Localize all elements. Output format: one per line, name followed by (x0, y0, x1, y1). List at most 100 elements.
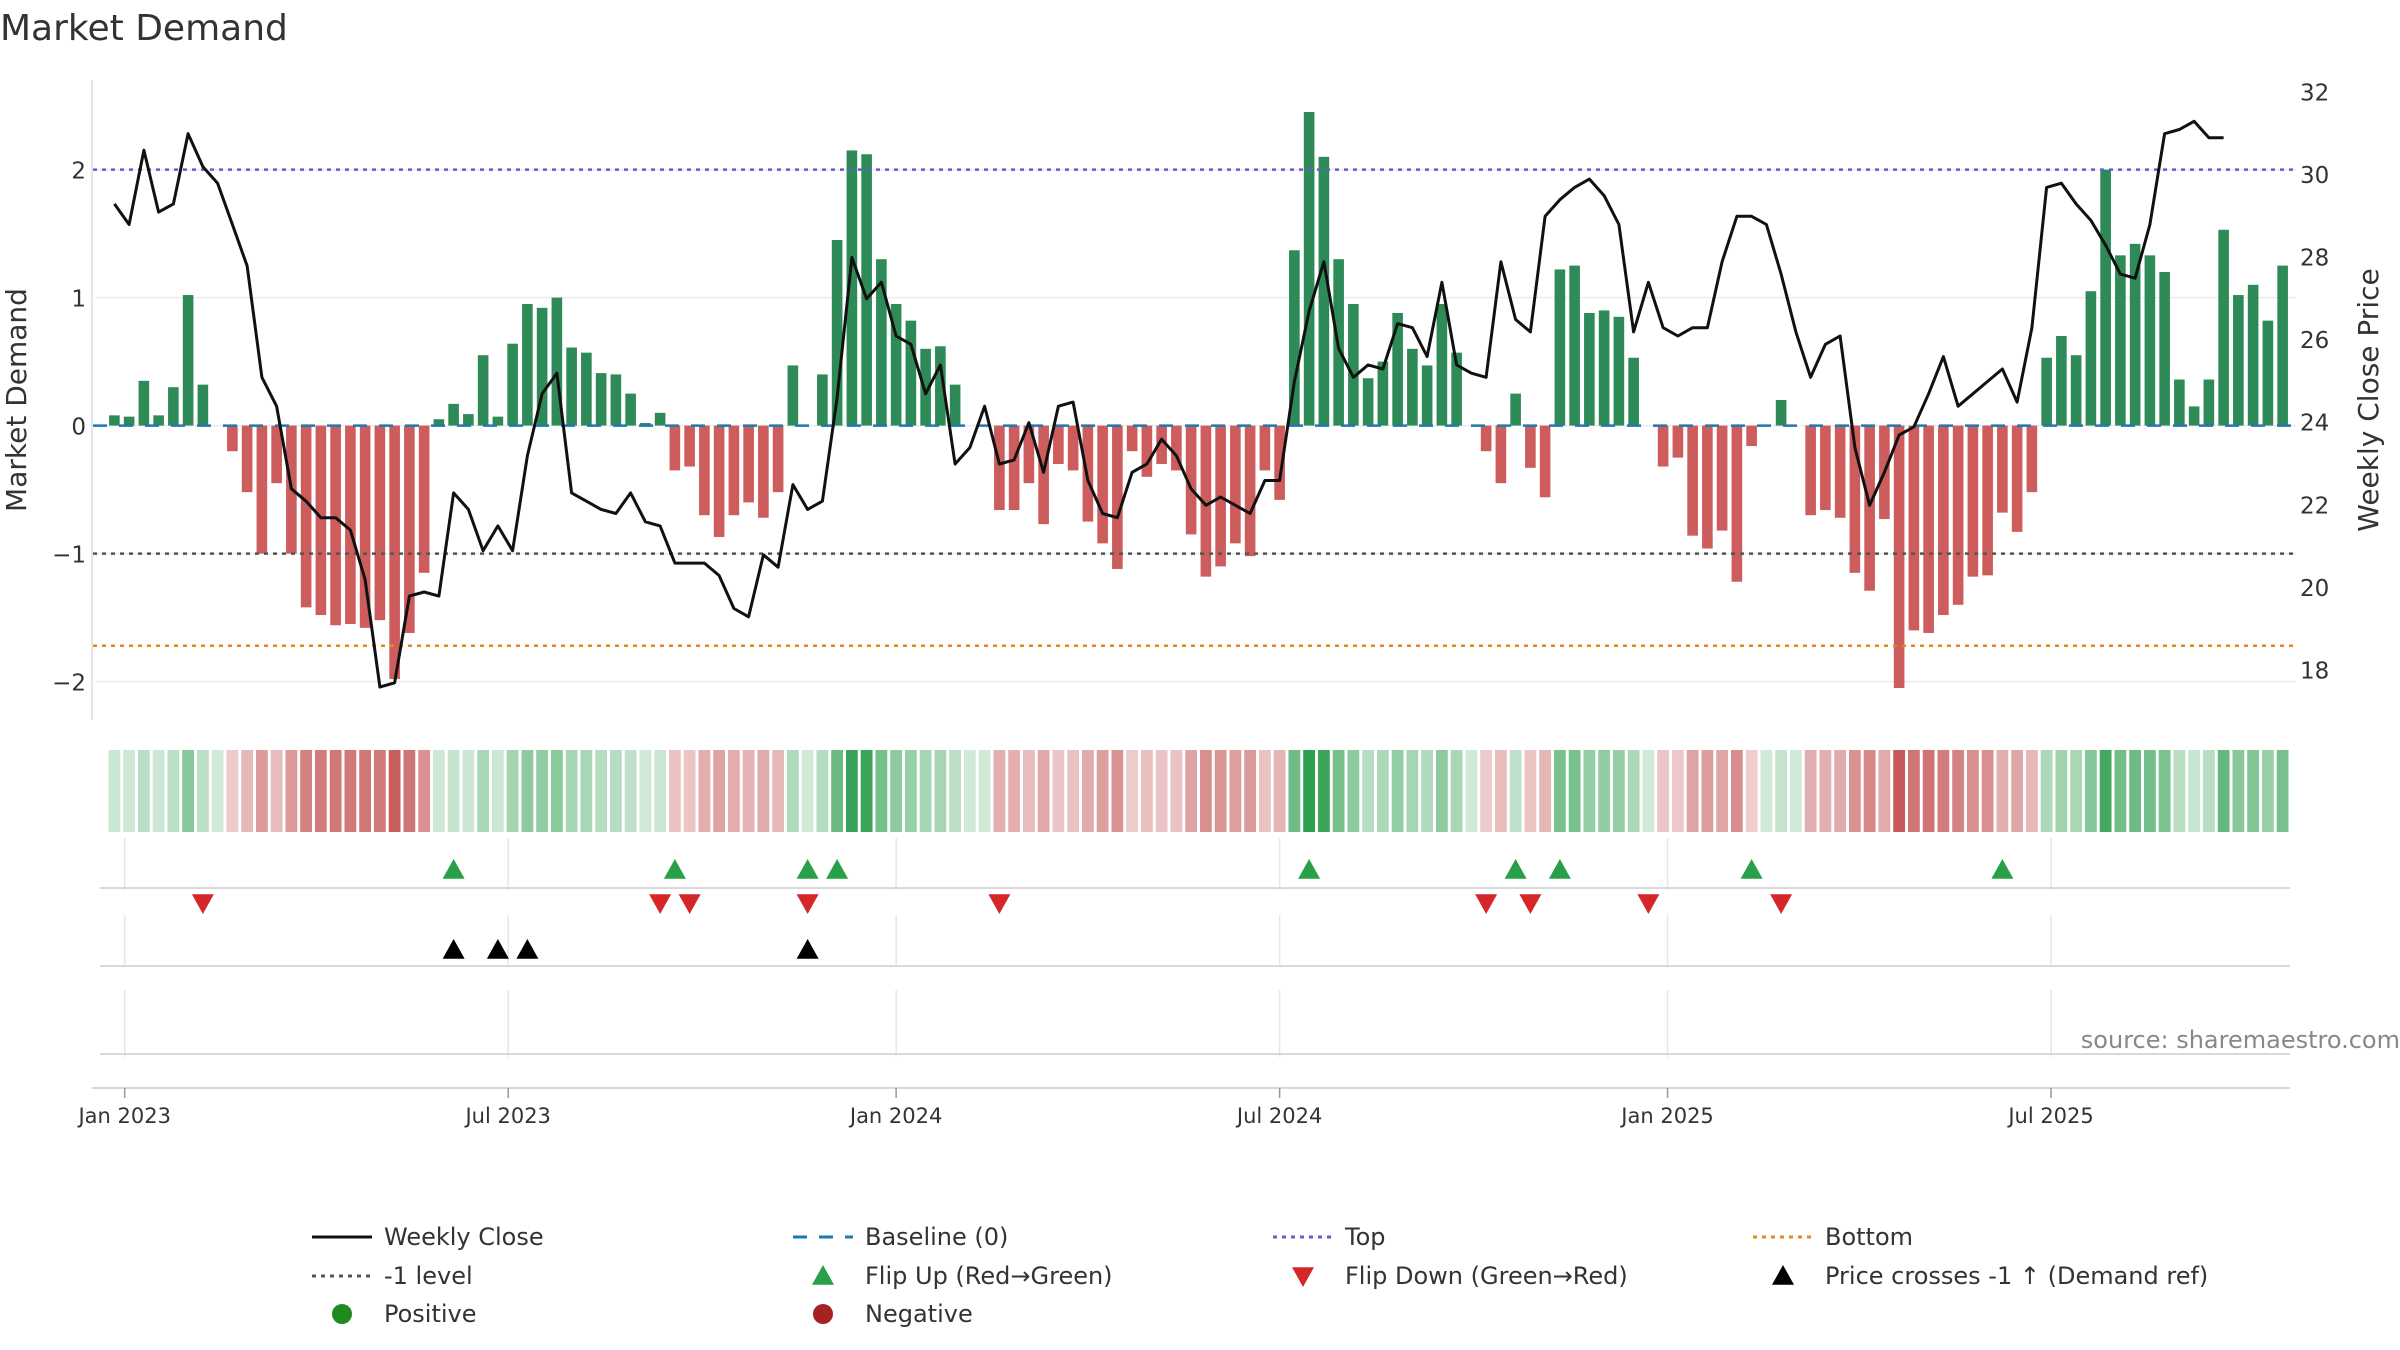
heat-cell (314, 750, 327, 832)
flip-up-marker (1548, 859, 1571, 879)
demand-bar (197, 384, 209, 426)
flip-up-marker (1991, 859, 2014, 879)
heat-cell (300, 750, 313, 832)
demand-bar (1923, 425, 1934, 633)
demand-bar (1554, 269, 1566, 426)
flip-up-marker (442, 859, 465, 879)
heat-cell (1008, 750, 1021, 832)
heat-cell (1317, 750, 1330, 832)
demand-bar (1303, 112, 1315, 426)
demand-bar (654, 412, 666, 426)
heat-cell (1362, 750, 1375, 832)
demand-bar (522, 304, 533, 426)
demand-bar (315, 425, 327, 616)
demand-bar (168, 387, 179, 426)
demand-bar (389, 425, 400, 680)
legend-label: Price crosses -1 ↑ (Demand ref) (1825, 1262, 2208, 1290)
flip-up-marker (1740, 859, 1763, 879)
heat-cell (978, 750, 991, 832)
flip-down-marker (191, 894, 214, 914)
legend-swatch-triangle-up (812, 1265, 834, 1285)
heat-cell (1952, 750, 1965, 832)
demand-bar (1053, 425, 1064, 464)
heat-cell (1583, 750, 1596, 832)
heat-cell (1509, 750, 1522, 832)
flip-down-marker (1637, 894, 1660, 914)
x-tick-label: Jan 2023 (76, 1104, 171, 1128)
heat-cell (388, 750, 401, 832)
heat-cell (1863, 750, 1876, 832)
heat-cell (241, 750, 254, 832)
heat-cell (1657, 750, 1670, 832)
demand-bar (1038, 425, 1049, 525)
demand-bar (1775, 400, 1787, 426)
heat-cell (536, 750, 549, 832)
demand-bar (640, 423, 651, 426)
heat-cell (963, 750, 976, 832)
demand-bar (610, 374, 622, 426)
demand-bar (1436, 304, 1448, 426)
demand-bar (536, 307, 548, 426)
demand-bar (1510, 393, 1521, 426)
demand-bar (817, 374, 828, 426)
heat-cell (1848, 750, 1861, 832)
source-credit: source: sharemaestro.com (2081, 1026, 2400, 1054)
heat-cell (344, 750, 357, 832)
heat-cell (373, 750, 386, 832)
heat-cell (196, 750, 209, 832)
demand-bar (1171, 425, 1182, 471)
heat-cell (359, 750, 372, 832)
demand-bar (330, 425, 341, 626)
event-rows: Jan 2023 Jul 2023 Jan 2024 Jul 2024 Jan 2025… (76, 838, 2290, 1128)
heat-cell (447, 750, 460, 832)
heat-cell (1332, 750, 1345, 832)
heat-cell (772, 750, 785, 832)
demand-bar (846, 150, 858, 426)
heat-cell (1494, 750, 1507, 832)
heat-cell (831, 750, 844, 832)
heat-cell (816, 750, 829, 832)
demand-bar (2144, 255, 2156, 426)
heat-cell (182, 750, 195, 832)
y-axis-label-left: Market Demand (0, 288, 33, 512)
heat-cell (1893, 750, 1906, 832)
heat-cell (713, 750, 726, 832)
demand-bar (1230, 425, 1241, 544)
right-tick-label: 22 (2300, 493, 2329, 519)
heat-cell (123, 750, 136, 832)
demand-bar (256, 425, 268, 554)
heat-cell (1686, 750, 1699, 832)
demand-bar (758, 425, 769, 518)
heat-cell (1421, 750, 1434, 832)
x-tick-label: Jan 2024 (848, 1104, 943, 1128)
demand-bar (1938, 425, 1949, 616)
heat-cell (1819, 750, 1832, 832)
demand-bar (1023, 425, 1035, 484)
demand-bar (2056, 336, 2067, 426)
flip-down-marker (1475, 894, 1498, 914)
demand-bar (359, 425, 371, 628)
demand-bar (787, 365, 799, 426)
heat-cell (1730, 750, 1743, 832)
heat-cell (1214, 750, 1227, 832)
heat-cell (993, 750, 1006, 832)
demand-bar (1318, 156, 1330, 426)
demand-bar (684, 425, 695, 467)
demand-bar (1584, 312, 1595, 426)
heat-cell (1096, 750, 1109, 832)
heat-cell (683, 750, 696, 832)
legend-label: Baseline (0) (865, 1223, 1008, 1251)
flip-down-marker (988, 894, 1011, 914)
heat-cell (1140, 750, 1153, 832)
heat-cell (1745, 750, 1758, 832)
heat-cell (137, 750, 150, 832)
heat-cell (1627, 750, 1640, 832)
heat-cell (285, 750, 298, 832)
demand-bar (1200, 425, 1212, 577)
flip-up-marker (796, 859, 819, 879)
price-cross-marker (442, 939, 465, 959)
heat-cell (1480, 750, 1493, 832)
heat-cell (1052, 750, 1065, 832)
heat-cell (757, 750, 770, 832)
demand-bar (595, 373, 607, 426)
